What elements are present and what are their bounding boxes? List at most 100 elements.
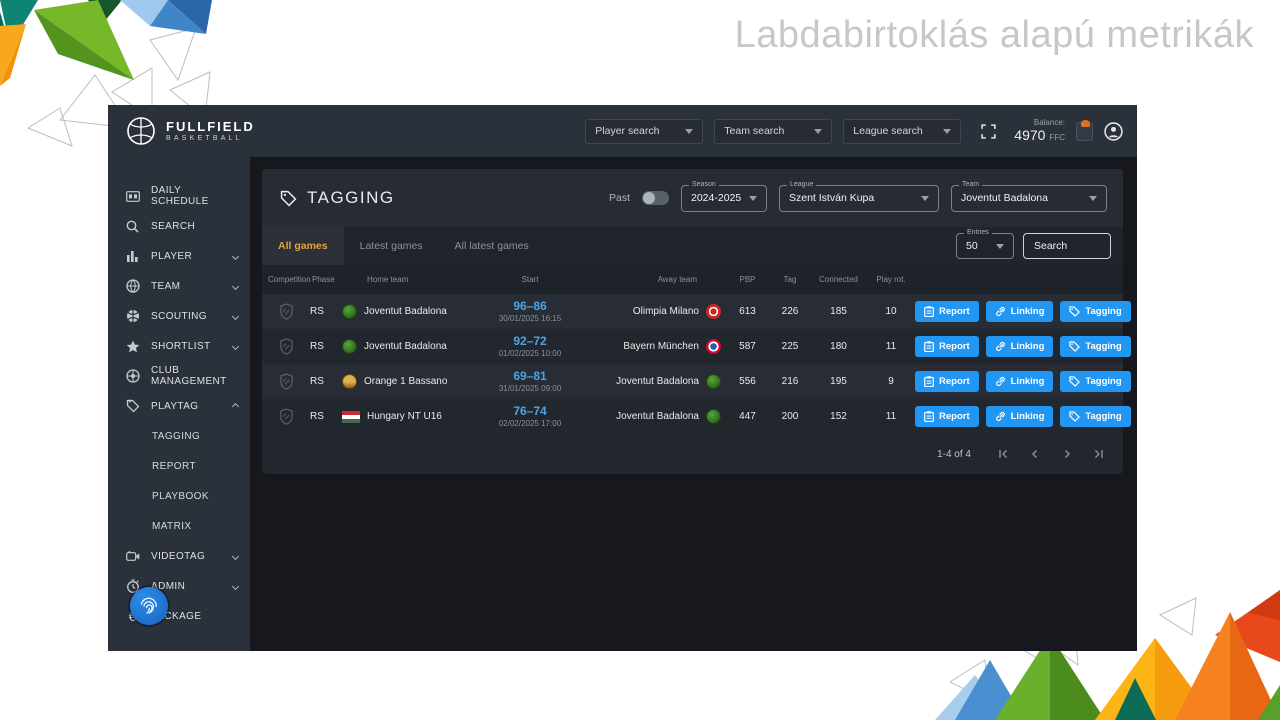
sidebar-item-daily-schedule[interactable]: DAILY SCHEDULE [108,181,250,211]
pbp-cell: 556 [739,376,756,387]
playrot-cell: 9 [888,376,894,387]
chevron-down-icon [231,252,240,260]
linking-button[interactable]: Linking [985,371,1054,392]
report-button[interactable]: Report [915,301,979,322]
last-page-button[interactable] [1093,448,1105,460]
tagging-button[interactable]: Tagging [1060,301,1131,322]
tag-cell: 216 [781,376,799,387]
team-ball-icon [125,279,140,293]
match-date: 01/02/2025 10:00 [498,349,562,358]
balance-label: Balance: [1033,117,1065,127]
account-icon[interactable] [1104,121,1123,141]
competition-shield-icon [279,373,293,390]
club-ball-icon [125,369,140,383]
fingerprint-button[interactable] [130,587,168,625]
balance-value: 4970 [1014,126,1046,143]
chevron-down-icon [814,128,823,134]
player-search-dropdown[interactable]: Player search [585,118,704,144]
match-score-link[interactable]: 69–81 [513,369,547,383]
chevron-down-icon [231,282,240,290]
bar-chart-icon [125,250,140,263]
tag-icon [1069,376,1081,387]
tag-icon [280,190,297,206]
fullscreen-icon[interactable] [980,123,997,140]
phase-cell: RS [310,411,324,422]
league-search-dropdown[interactable]: League search [843,118,962,144]
tag-cell: 225 [781,341,799,352]
tab-latest-games[interactable]: Latest games [359,240,423,252]
sidebar-item-club-management[interactable]: CLUB MANAGEMENT [108,361,250,391]
connected-cell: 180 [830,341,847,352]
tagging-button[interactable]: Tagging [1060,371,1131,392]
main-content: TAGGING Past Season 2024-2025 Leagu [250,157,1137,651]
playrot-cell: 11 [885,411,897,422]
match-date: 30/01/2025 16:15 [498,314,562,323]
past-toggle-label: Past [608,192,630,204]
sidebar-item-admin[interactable]: ADMIN [108,571,250,601]
match-score-link[interactable]: 96–86 [513,299,547,313]
report-button[interactable]: Report [915,371,979,392]
away-team-name: Joventut Badalona [616,411,699,422]
sidebar-subitem-tagging[interactable]: TAGGING [152,430,201,442]
linking-button[interactable]: Linking [985,301,1054,322]
pagination-range: 1-4 of 4 [937,448,971,460]
bayern-munchen-logo [706,339,721,354]
sidebar-item-playtag[interactable]: PLAYTAG [108,391,250,421]
sidebar-item-videotag[interactable]: VIDEOTAG [108,541,250,571]
trophy-icon[interactable] [1076,119,1093,141]
past-toggle[interactable] [642,191,669,205]
sidebar-subitem-report[interactable]: REPORT [152,460,196,472]
table-row[interactable]: RS Joventut Badalona 92–72 01/02/2025 10:… [262,329,1131,364]
first-page-button[interactable] [997,448,1009,460]
connected-cell: 185 [830,306,847,317]
linking-button[interactable]: Linking [985,336,1054,357]
hungary-flag [342,410,360,423]
team-select[interactable]: Team Joventut Badalona [951,180,1107,212]
tab-all-latest-games[interactable]: All latest games [454,240,529,252]
table-row[interactable]: RS Hungary NT U16 76–74 02/02/2025 17:00 … [262,399,1131,434]
app-window: FULLFIELD BASKETBALL Player search Team … [108,105,1137,651]
tab-all-games[interactable]: All games [262,227,344,265]
table-row[interactable]: RS Joventut Badalona 96–86 30/01/2025 16:… [262,294,1131,329]
tagging-button[interactable]: Tagging [1060,406,1131,427]
video-camera-icon [125,550,140,562]
report-icon [924,306,934,317]
next-page-button[interactable] [1061,448,1073,460]
away-team-name: Olimpia Milano [632,306,699,317]
season-select[interactable]: Season 2024-2025 [681,180,767,212]
match-score-link[interactable]: 76–74 [513,404,547,418]
link-icon [995,376,1005,387]
tabs-bar: All games Latest games All latest games … [262,227,1123,265]
pbp-cell: 613 [739,306,756,317]
sidebar-subitem-matrix[interactable]: MATRIX [152,520,192,532]
report-button[interactable]: Report [915,406,979,427]
sidebar-item-scouting[interactable]: SCOUTING [108,301,250,331]
linking-button[interactable]: Linking [985,406,1054,427]
league-select[interactable]: League Szent István Kupa [779,180,939,212]
previous-page-button[interactable] [1029,448,1041,460]
link-icon [995,306,1005,317]
report-button[interactable]: Report [915,336,979,357]
sidebar-item-search[interactable]: SEARCH [108,211,250,241]
star-icon [125,340,140,353]
brand-logo: FULLFIELD BASKETBALL [126,116,255,146]
scouting-ball-icon [125,309,140,323]
brand-subtitle: BASKETBALL [166,134,243,142]
sidebar-item-team[interactable]: TEAM [108,271,250,301]
home-team-name: Joventut Badalona [364,306,447,317]
olimpia-milano-logo [706,304,721,319]
tagging-button[interactable]: Tagging [1060,336,1131,357]
match-score-link[interactable]: 92–72 [513,334,547,348]
sidebar-item-player[interactable]: PLAYER [108,241,250,271]
chevron-down-icon [685,128,694,134]
brand-name: FULLFIELD [166,119,255,135]
team-search-dropdown[interactable]: Team search [714,118,833,144]
entries-select[interactable]: Entries 50 [956,229,1014,259]
sidebar-item-shortlist[interactable]: SHORTLIST [108,331,250,361]
sidebar-subitem-playbook[interactable]: PLAYBOOK [152,490,209,502]
search-input[interactable]: Search [1023,233,1111,259]
link-icon [995,341,1005,352]
chevron-down-icon [231,552,240,560]
table-row[interactable]: RS Orange 1 Bassano 69–81 31/01/2025 09:0… [262,364,1131,399]
playrot-cell: 10 [885,306,897,317]
